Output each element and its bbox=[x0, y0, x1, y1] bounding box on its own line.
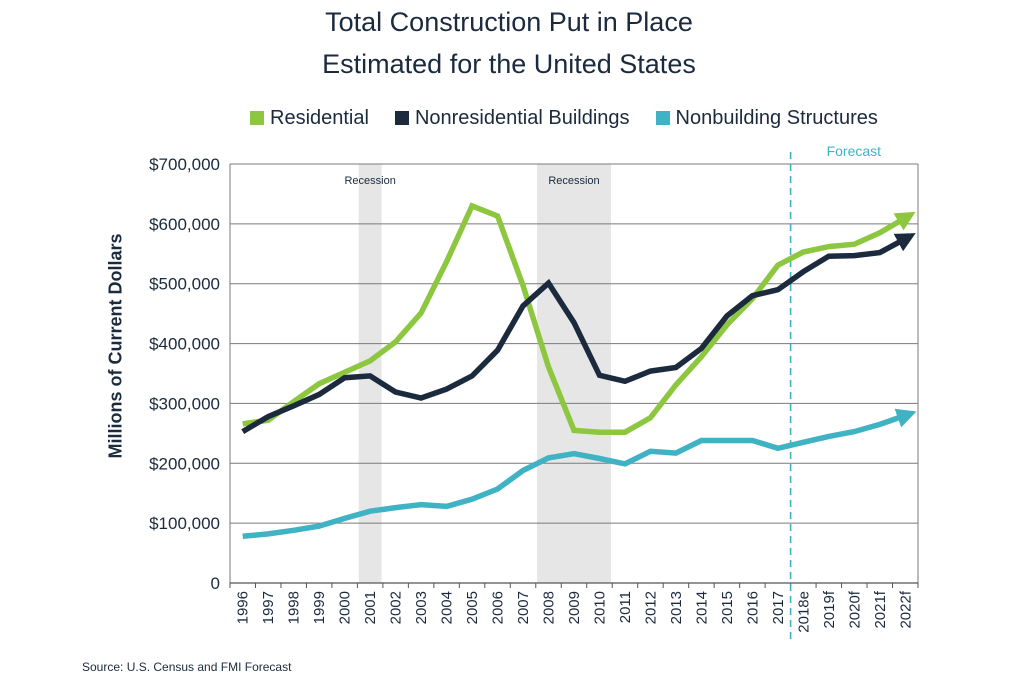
x-tick-label: 2012 bbox=[642, 591, 659, 624]
source-note: Source: U.S. Census and FMI Forecast bbox=[82, 660, 292, 674]
x-tick-label: 2000 bbox=[337, 591, 354, 624]
chart-title: Total Construction Put in Place bbox=[325, 7, 693, 37]
x-tick-label: 2002 bbox=[388, 591, 405, 624]
y-tick-label: $300,000 bbox=[149, 394, 220, 413]
x-tick-label: 2007 bbox=[515, 591, 532, 624]
y-tick-label: $500,000 bbox=[149, 275, 220, 294]
x-tick-label: 1997 bbox=[260, 591, 277, 624]
series-line-nonbuilding bbox=[242, 408, 917, 540]
legend-label-nonresidential: Nonresidential Buildings bbox=[414, 106, 630, 129]
y-tick-label: $100,000 bbox=[149, 514, 220, 533]
legend-label-nonbuilding: Nonbuilding Structures bbox=[675, 106, 878, 129]
x-tick-label: 2020f bbox=[846, 590, 863, 628]
x-tick-label: 2015 bbox=[719, 591, 736, 624]
x-tick-label: 1998 bbox=[286, 591, 303, 624]
legend: Residential Nonresidential Buildings Non… bbox=[250, 104, 904, 132]
x-tick-label: 2017 bbox=[770, 591, 787, 624]
x-tick-label: 2013 bbox=[668, 591, 685, 624]
x-tick-label: 2006 bbox=[490, 591, 507, 624]
chart-subtitle: Estimated for the United States bbox=[322, 49, 696, 79]
legend-swatch-residential bbox=[250, 111, 264, 125]
y-tick-label: $200,000 bbox=[149, 454, 220, 473]
x-tick-label: 2016 bbox=[744, 591, 761, 624]
legend-swatch-nonresidential bbox=[394, 111, 409, 125]
x-tick-label: 2011 bbox=[617, 591, 634, 623]
x-tick-label: 2001 bbox=[362, 591, 379, 624]
y-tick-label: 0 bbox=[211, 574, 220, 593]
x-tick-label: 2009 bbox=[566, 591, 583, 624]
forecast-label: Forecast bbox=[827, 143, 882, 159]
legend-item-residential: Residential bbox=[250, 107, 369, 130]
x-tick-label: 2021f bbox=[872, 590, 889, 628]
x-tick-label: 2008 bbox=[541, 591, 558, 624]
recession-label: Recession bbox=[548, 175, 599, 187]
x-tick-label: 2018e bbox=[795, 591, 812, 633]
x-tick-label: 1996 bbox=[235, 591, 252, 624]
legend-swatch-nonbuilding bbox=[655, 111, 670, 125]
x-tick-label: 2022f bbox=[897, 590, 914, 628]
y-tick-label: $600,000 bbox=[149, 215, 220, 234]
x-tick-label: 2014 bbox=[693, 591, 710, 624]
x-tick-label: 2019f bbox=[821, 590, 838, 628]
y-tick-label: $400,000 bbox=[149, 335, 220, 354]
y-tick-label: $700,000 bbox=[149, 155, 220, 174]
x-tick-label: 2010 bbox=[591, 591, 608, 624]
x-tick-label: 1999 bbox=[311, 591, 328, 624]
x-tick-label: 2005 bbox=[464, 591, 481, 624]
x-tick-label: 2003 bbox=[413, 591, 430, 624]
x-tick-label: 2004 bbox=[439, 591, 456, 624]
series-line-nonresidential bbox=[241, 233, 916, 434]
legend-item-nonresidential: Nonresidential Buildings bbox=[394, 106, 630, 130]
series-line-residential bbox=[242, 202, 916, 435]
recession-label: Recession bbox=[344, 175, 395, 187]
legend-item-nonbuilding: Nonbuilding Structures bbox=[655, 106, 878, 130]
legend-label-residential: Residential bbox=[270, 106, 369, 129]
